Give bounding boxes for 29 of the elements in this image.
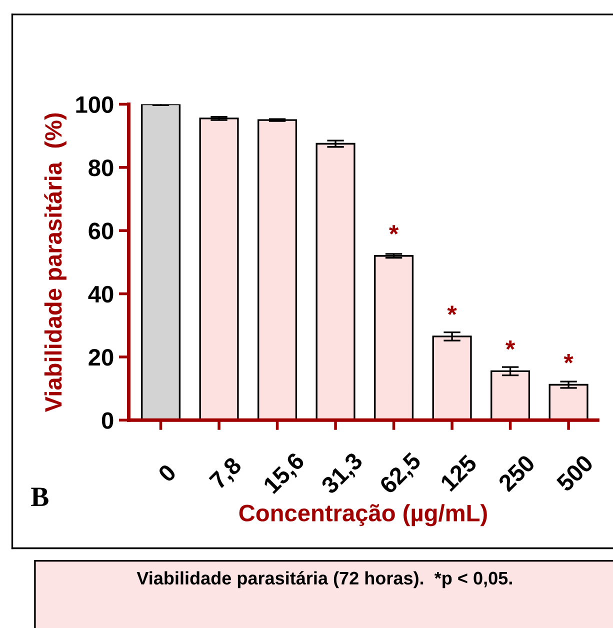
annotation: * — [447, 306, 457, 316]
bar — [199, 118, 239, 420]
text: Viabilidade parasitária (72 horas). *p < 0,05. — [136, 571, 512, 588]
bar — [258, 119, 298, 420]
y-tick-label: 20 — [88, 349, 114, 366]
text: B — [31, 488, 48, 506]
bar — [548, 384, 588, 420]
bar — [374, 255, 414, 420]
bar — [316, 142, 356, 420]
y-tick-label: 0 — [102, 412, 114, 429]
y-tick-label: 40 — [88, 286, 114, 303]
x-tick-label: 500 — [556, 454, 594, 492]
y-axis-title: Viabilidade parasitária (%) — [44, 113, 66, 412]
y-tick-label: 80 — [88, 159, 114, 176]
annotation: * — [506, 340, 516, 350]
annotation: * — [388, 225, 399, 234]
annotation: * — [564, 354, 574, 364]
x-tick-label: 62,5 — [378, 451, 424, 498]
y-tick-label: 60 — [88, 222, 114, 240]
x-tick-label: 0 — [157, 463, 177, 483]
bar — [141, 104, 181, 420]
x-tick-label: 125 — [440, 454, 478, 492]
x-tick-label: 31,3 — [320, 452, 366, 498]
y-tick-label: 100 — [76, 96, 114, 114]
x-axis-title: Concentração (µg/mL) — [239, 504, 487, 526]
bar — [432, 336, 472, 420]
x-tick-label: 250 — [497, 454, 536, 492]
x-tick-label: 7,8 — [208, 456, 245, 492]
bar — [490, 370, 530, 420]
